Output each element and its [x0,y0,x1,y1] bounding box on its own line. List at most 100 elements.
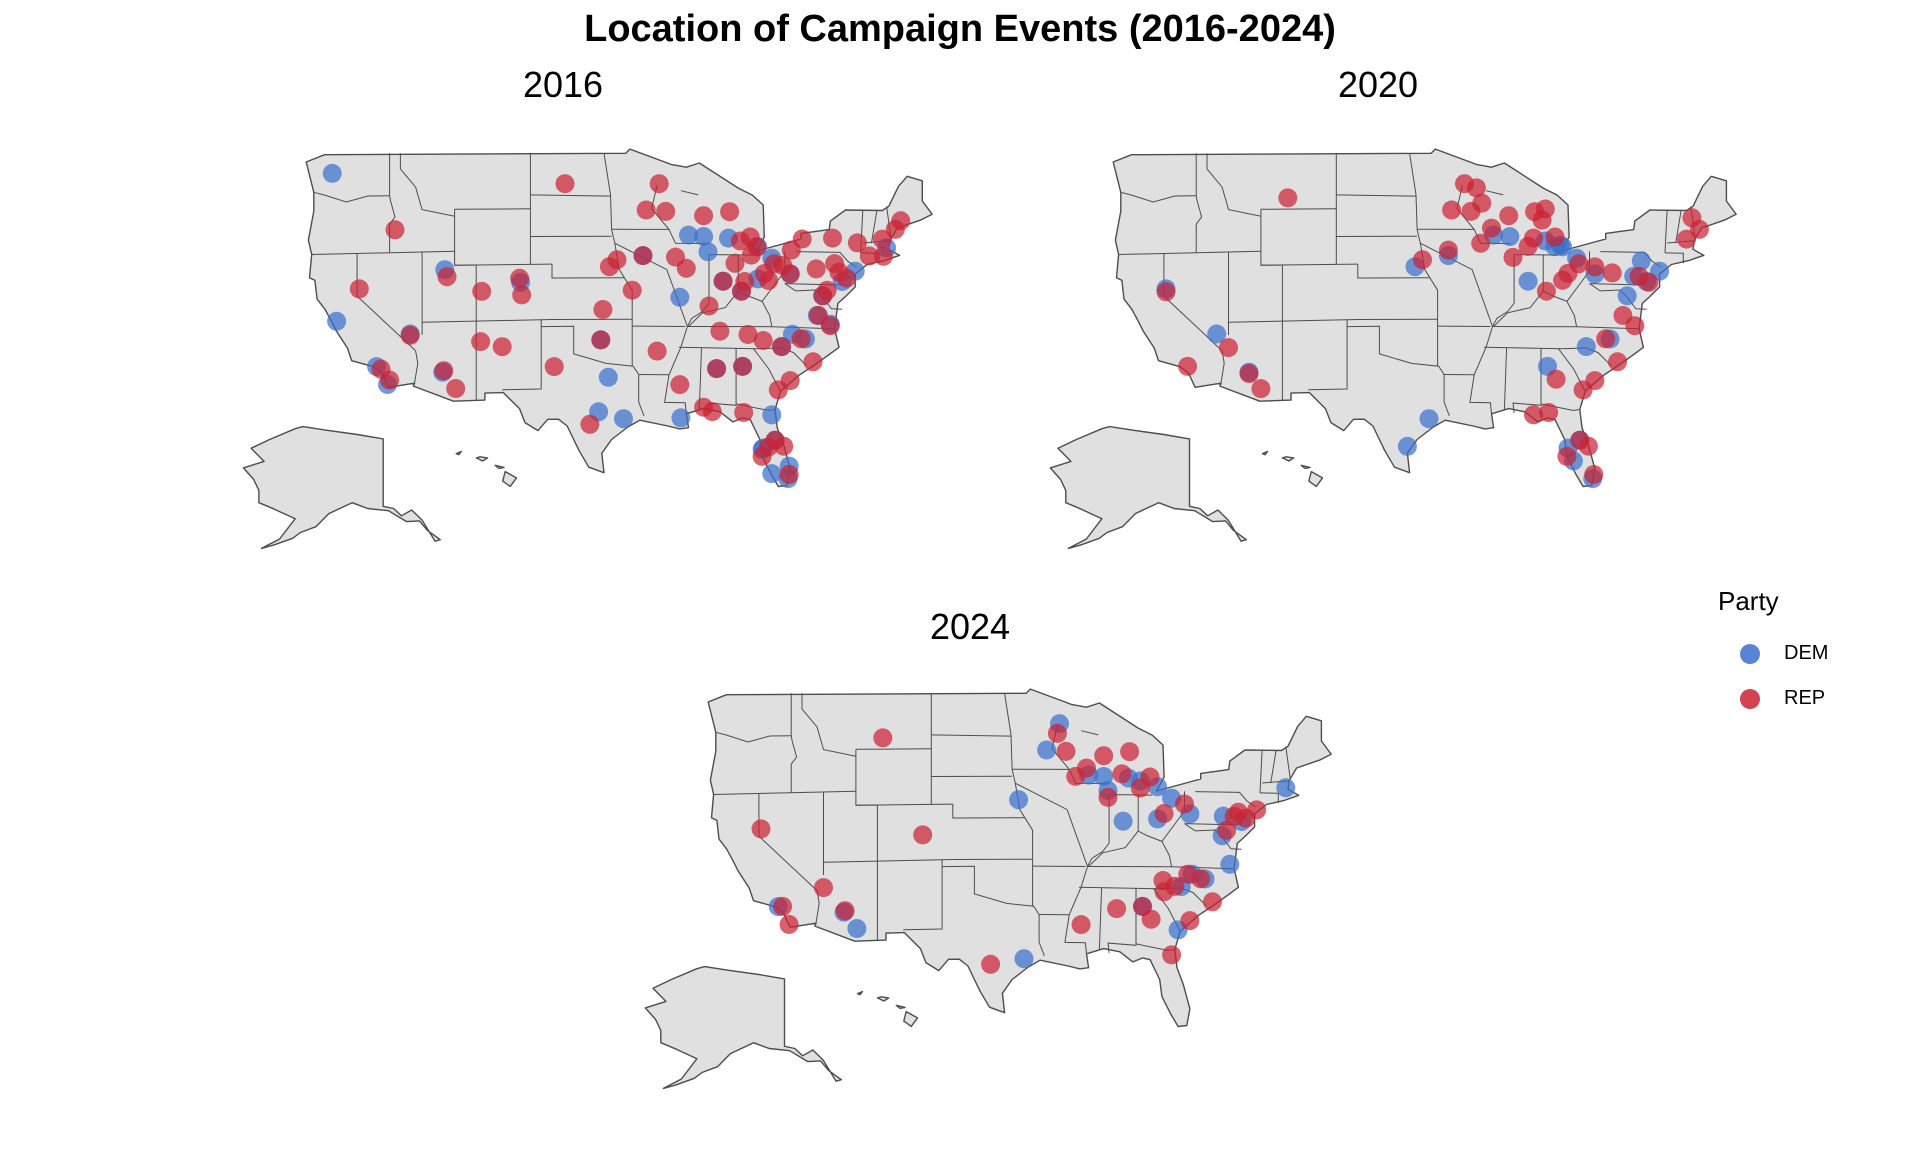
state-border [1260,208,1337,210]
event-point-rep [814,878,833,898]
event-point-rep [752,446,772,466]
event-point-rep [759,271,779,290]
event-point-rep [1608,352,1627,372]
event-point-rep [1175,794,1194,814]
hawaii-island-shape [455,450,462,456]
event-point-rep [734,403,754,422]
event-point-dem [1276,778,1296,798]
event-point-rep [1140,767,1160,787]
event-point-rep [733,356,753,376]
event-point-dem [1220,854,1240,874]
event-point-rep [710,321,730,341]
event-point-rep [349,279,369,299]
event-point-rep [1071,915,1091,935]
event-point-rep [873,728,893,748]
event-point-rep [1539,403,1559,422]
state-border [1285,746,1291,778]
event-point-rep [694,206,714,226]
hawaii-island-shape [895,1004,906,1010]
state-border [454,264,477,401]
event-point-rep [835,901,855,921]
event-point-rep [1546,369,1566,389]
event-point-rep [1107,899,1127,919]
state-border [1206,153,1262,217]
event-point-dem [670,287,690,307]
state-border [823,859,953,863]
event-point-dem [327,311,347,331]
event-point-dem [847,919,867,938]
state-border [870,210,878,244]
state-border [1357,264,1431,279]
state-border [1161,841,1173,867]
state-border [311,250,455,255]
event-point-rep [1413,250,1432,270]
state-border [1492,254,1515,327]
state-border [1260,264,1283,401]
hawaii-island-shape [475,456,489,462]
event-point-rep [1471,233,1491,253]
event-point-rep [1482,218,1501,238]
event-point-rep [670,375,690,395]
event-point-rep [1596,329,1616,349]
event-point-rep [1077,758,1096,778]
panel-title-2020: 2020 [1337,64,1419,105]
event-point-rep [1247,800,1267,820]
event-point-dem [1617,286,1637,306]
event-point-dem [614,409,633,429]
state-border [1118,250,1261,255]
event-point-dem [762,464,782,484]
event-point-rep [825,254,845,274]
event-point-dem [1037,740,1057,760]
event-point-rep [1584,465,1604,484]
event-point-rep [1141,909,1161,929]
event-point-dem [1014,949,1034,969]
state-border [1270,750,1277,784]
panel-title-2016: 2016 [522,64,604,105]
state-border [855,748,932,750]
event-point-rep [636,200,656,220]
event-point-dem [762,405,782,425]
event-point-rep [400,325,420,345]
event-point-rep [873,246,893,266]
event-point-rep [607,250,627,270]
state-border [1336,194,1417,197]
state-border [1308,319,1348,391]
event-point-rep [472,281,492,301]
page-title: Location of Campaign Events (2016-2024) [584,8,1336,50]
event-point-rep [471,332,491,352]
state-border [1675,210,1682,244]
event-point-rep [1499,206,1519,226]
event-point-dem [1576,337,1596,357]
event-point-rep [1178,356,1198,376]
state-border [1015,782,1089,954]
event-point-rep [738,325,758,344]
event-point-rep [823,228,842,248]
state-border [614,242,688,414]
event-point-rep [1602,263,1622,283]
state-border [790,693,798,793]
event-point-dem [1009,790,1029,810]
event-point-rep [1438,240,1458,260]
state-border [1485,190,1504,196]
event-point-dem [1518,271,1538,291]
hawaii-island-shape [1281,456,1295,462]
state-border [1493,290,1544,327]
event-point-rep [741,245,761,265]
event-point-rep [702,402,722,422]
state-border [1664,210,1668,253]
state-border [680,190,699,196]
event-point-rep [1162,945,1182,965]
event-point-rep [593,300,613,319]
event-point-rep [1239,364,1259,384]
event-point-rep [1094,746,1114,766]
hawaii-island-shape [856,990,864,996]
event-point-rep [735,272,755,291]
hawaii-island-shape [876,996,890,1002]
event-point-rep [1203,892,1222,912]
hawaii-island-shape [1300,464,1311,470]
event-point-rep [647,341,667,361]
event-point-rep [1545,227,1565,247]
event-point-rep [1472,193,1492,213]
event-point-rep [1466,178,1486,198]
state-border [530,194,611,197]
